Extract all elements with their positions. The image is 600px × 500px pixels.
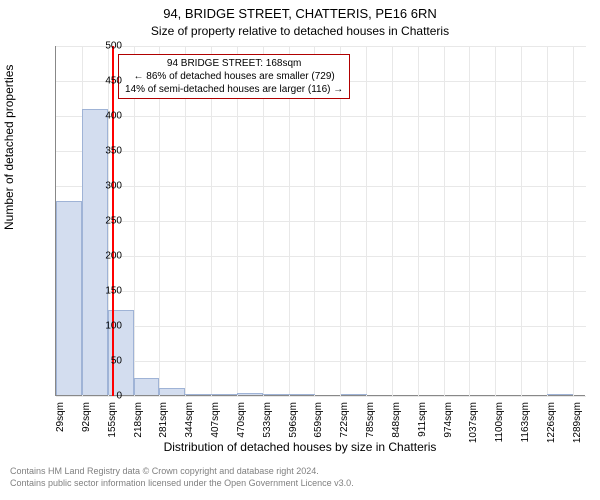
gridline-horizontal — [56, 186, 586, 187]
histogram-bar — [185, 394, 211, 395]
y-tick: 300 — [62, 181, 122, 192]
x-tick: 911sqm — [417, 402, 428, 452]
gridline-horizontal — [56, 221, 586, 222]
histogram-bar — [237, 393, 263, 395]
x-tick: 848sqm — [391, 402, 402, 452]
gridline-horizontal — [56, 151, 586, 152]
x-tick: 281sqm — [158, 402, 169, 452]
info-line-3: 14% of semi-detached houses are larger (… — [125, 83, 343, 96]
gridline-horizontal — [56, 361, 586, 362]
y-tick: 350 — [62, 146, 122, 157]
info-line-1: 94 BRIDGE STREET: 168sqm — [125, 57, 343, 70]
histogram-bar — [289, 394, 315, 395]
histogram-bar — [211, 394, 237, 395]
attribution-text: Contains HM Land Registry data © Crown c… — [10, 466, 354, 489]
histogram-bar — [547, 394, 573, 395]
y-tick: 50 — [62, 356, 122, 367]
gridline-vertical — [547, 46, 548, 396]
gridline-horizontal — [56, 291, 586, 292]
y-tick: 100 — [62, 321, 122, 332]
histogram-bar — [159, 388, 185, 395]
histogram-bar — [263, 394, 289, 395]
y-tick: 0 — [62, 391, 122, 402]
x-tick: 722sqm — [339, 402, 350, 452]
gridline-vertical — [521, 46, 522, 396]
gridline-vertical — [366, 46, 367, 396]
gridline-vertical — [392, 46, 393, 396]
x-tick: 92sqm — [81, 402, 92, 452]
x-tick: 596sqm — [288, 402, 299, 452]
x-tick: 407sqm — [210, 402, 221, 452]
y-axis-label: Number of detached properties — [2, 65, 16, 230]
y-tick: 200 — [62, 251, 122, 262]
gridline-vertical — [444, 46, 445, 396]
x-tick: 344sqm — [184, 402, 195, 452]
gridline-horizontal — [56, 46, 586, 47]
attribution-line-1: Contains HM Land Registry data © Crown c… — [10, 466, 354, 478]
gridline-horizontal — [56, 256, 586, 257]
y-tick: 450 — [62, 76, 122, 87]
x-tick: 785sqm — [365, 402, 376, 452]
x-tick: 155sqm — [107, 402, 118, 452]
y-tick: 500 — [62, 41, 122, 52]
gridline-horizontal — [56, 396, 586, 397]
gridline-vertical — [418, 46, 419, 396]
x-tick: 974sqm — [443, 402, 454, 452]
plot-area: 94 BRIDGE STREET: 168sqm ← 86% of detach… — [55, 46, 585, 396]
gridline-horizontal — [56, 116, 586, 117]
gridline-vertical — [469, 46, 470, 396]
x-tick: 1226sqm — [546, 402, 557, 452]
histogram-bar — [134, 378, 160, 395]
marker-info-box: 94 BRIDGE STREET: 168sqm ← 86% of detach… — [118, 54, 350, 99]
x-tick: 1100sqm — [494, 402, 505, 452]
info-line-2: ← 86% of detached houses are smaller (72… — [125, 70, 343, 83]
x-tick: 218sqm — [133, 402, 144, 452]
gridline-vertical — [495, 46, 496, 396]
y-tick: 250 — [62, 216, 122, 227]
x-tick: 29sqm — [55, 402, 66, 452]
x-tick: 470sqm — [236, 402, 247, 452]
gridline-horizontal — [56, 326, 586, 327]
chart-title: 94, BRIDGE STREET, CHATTERIS, PE16 6RN — [0, 6, 600, 21]
x-tick: 1163sqm — [520, 402, 531, 452]
x-tick: 1037sqm — [468, 402, 479, 452]
x-tick: 1289sqm — [572, 402, 583, 452]
y-tick: 150 — [62, 286, 122, 297]
attribution-line-2: Contains public sector information licen… — [10, 478, 354, 490]
x-tick: 533sqm — [262, 402, 273, 452]
chart-subtitle: Size of property relative to detached ho… — [0, 24, 600, 38]
gridline-vertical — [573, 46, 574, 396]
y-tick: 400 — [62, 111, 122, 122]
histogram-bar — [341, 394, 367, 395]
x-tick: 659sqm — [313, 402, 324, 452]
